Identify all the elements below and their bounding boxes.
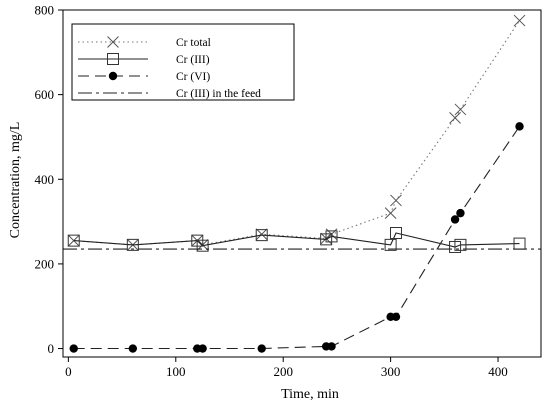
y-tick-label: 200 xyxy=(35,256,55,271)
data-point xyxy=(69,344,78,353)
data-point xyxy=(389,227,402,240)
y-tick-label: 0 xyxy=(48,341,55,356)
series-line xyxy=(73,232,520,248)
data-point xyxy=(128,344,138,353)
x-tick-label: 400 xyxy=(488,364,508,379)
series-1 xyxy=(67,227,526,253)
data-point xyxy=(255,229,268,242)
data-point xyxy=(257,344,266,353)
data-point xyxy=(513,14,526,27)
data-point xyxy=(126,238,139,251)
x-tick-label: 100 xyxy=(166,364,186,379)
x-tick-label: 300 xyxy=(381,364,401,379)
legend-entry: Cr (III) in the feed xyxy=(78,88,261,100)
marker-stroke xyxy=(384,207,397,219)
data-point xyxy=(391,312,401,321)
y-tick-label: 800 xyxy=(35,3,55,18)
x-axis-label: Time, min xyxy=(281,387,339,402)
data-point xyxy=(198,344,207,353)
data-point xyxy=(384,238,397,251)
data-point xyxy=(450,215,460,224)
data-point xyxy=(456,208,465,218)
y-tick-label: 400 xyxy=(35,172,55,187)
data-point xyxy=(255,228,268,241)
data-point xyxy=(515,122,524,131)
data-point xyxy=(196,239,209,252)
legend-box xyxy=(71,23,295,101)
series-2 xyxy=(69,122,524,353)
data-point xyxy=(454,103,467,116)
legend: Cr total Cr (III) Cr (VI) Cr (III) in the f… xyxy=(71,23,295,101)
data-point xyxy=(384,207,397,219)
data-point xyxy=(325,230,338,243)
legend-label: Cr (III) xyxy=(176,54,210,66)
marker-stroke xyxy=(107,36,119,48)
marker-stroke xyxy=(390,194,402,207)
x-tick-label: 0 xyxy=(65,364,72,379)
marker-stroke xyxy=(454,103,467,116)
data-point xyxy=(390,194,402,207)
legend-label: Cr total xyxy=(176,37,211,49)
y-tick-label: 600 xyxy=(35,87,55,102)
marker-stroke xyxy=(255,228,268,241)
legend-marker xyxy=(107,36,119,48)
y-axis-label: Concentration, mg/L xyxy=(8,122,23,239)
data-point xyxy=(67,234,80,247)
legend-label: Cr (VI) xyxy=(176,71,210,83)
x-tick-label: 200 xyxy=(273,364,293,379)
legend-entry: Cr total xyxy=(78,36,211,49)
marker-stroke xyxy=(449,112,461,124)
legend-label: Cr (III) in the feed xyxy=(176,88,261,100)
legend-marker xyxy=(108,71,118,81)
data-point xyxy=(327,342,336,351)
series-layer xyxy=(63,14,541,353)
data-point xyxy=(454,238,467,251)
data-point xyxy=(449,112,461,124)
axes-layer: 0 100 200 300 400 0 200 400 600 800 xyxy=(35,3,542,379)
legend-entry: Cr (III) xyxy=(78,53,210,66)
legend-marker xyxy=(107,53,119,65)
marker-stroke xyxy=(513,14,526,27)
plot-frame xyxy=(62,9,542,358)
legend-entry: Cr (VI) xyxy=(78,71,210,83)
